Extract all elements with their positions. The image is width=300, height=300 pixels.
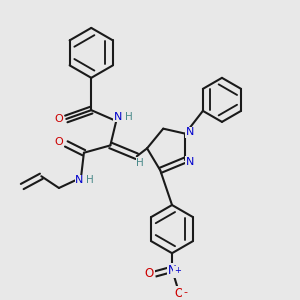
Text: O: O (55, 114, 63, 124)
Text: N: N (185, 157, 194, 166)
Text: N: N (185, 127, 194, 137)
Text: H: H (136, 158, 144, 168)
Text: N: N (75, 175, 84, 185)
Text: N: N (168, 264, 176, 277)
Text: N: N (113, 112, 122, 122)
Text: O: O (174, 287, 183, 300)
Text: H: H (125, 112, 132, 122)
Text: +: + (174, 266, 181, 275)
Text: H: H (86, 175, 94, 185)
Text: O: O (145, 267, 154, 280)
Text: -: - (183, 287, 187, 297)
Text: O: O (55, 136, 63, 147)
